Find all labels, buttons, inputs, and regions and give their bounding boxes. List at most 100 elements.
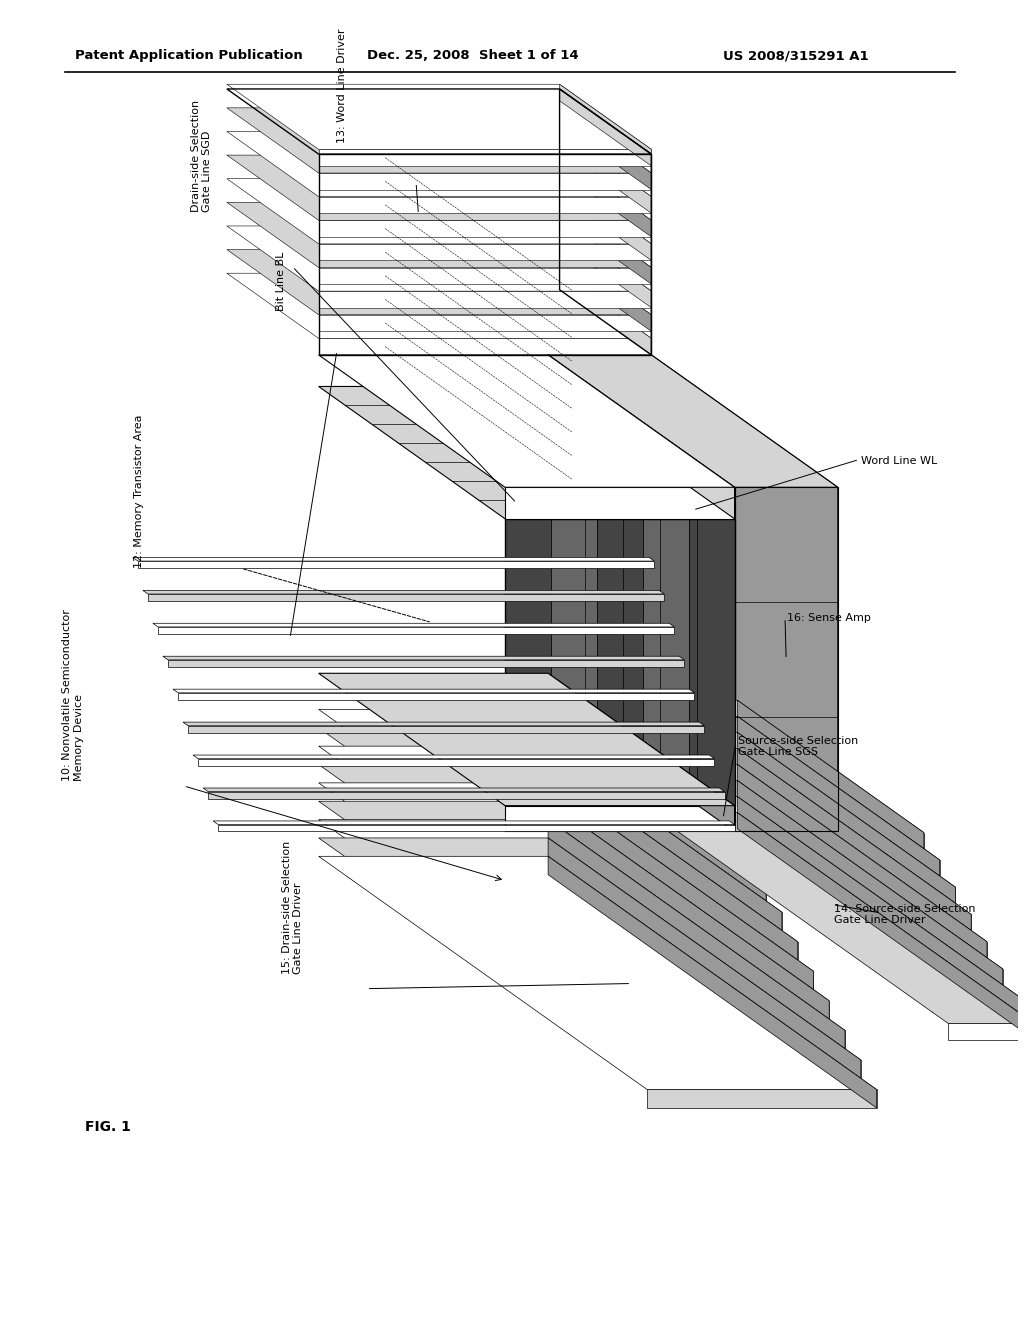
Polygon shape (933, 997, 1019, 1012)
Polygon shape (193, 755, 715, 759)
Text: 16: Sense Amp: 16: Sense Amp (787, 612, 870, 623)
Polygon shape (318, 387, 734, 519)
Polygon shape (318, 173, 651, 190)
Polygon shape (199, 759, 715, 766)
Polygon shape (737, 797, 1019, 1012)
Polygon shape (218, 825, 734, 832)
Polygon shape (548, 727, 766, 902)
Polygon shape (737, 733, 955, 903)
Text: Dec. 25, 2008  Sheet 1 of 14: Dec. 25, 2008 Sheet 1 of 14 (367, 49, 579, 62)
Polygon shape (548, 746, 782, 931)
Polygon shape (227, 132, 651, 197)
Text: 14: Source-side Selection
Gate Line Driver: 14: Source-side Selection Gate Line Driv… (835, 904, 976, 925)
Polygon shape (885, 915, 971, 931)
Polygon shape (737, 717, 940, 876)
Polygon shape (559, 226, 651, 308)
Polygon shape (227, 249, 651, 314)
Polygon shape (318, 727, 766, 883)
Polygon shape (318, 338, 651, 355)
Polygon shape (548, 764, 798, 960)
Polygon shape (548, 355, 838, 487)
Polygon shape (318, 355, 734, 487)
Polygon shape (548, 387, 734, 805)
Polygon shape (651, 733, 955, 887)
Polygon shape (651, 813, 1024, 1023)
Polygon shape (548, 387, 734, 805)
Text: 15: Drain-side Selection
Gate Line Driver: 15: Drain-side Selection Gate Line Drive… (282, 841, 303, 974)
Polygon shape (318, 709, 751, 853)
Polygon shape (548, 801, 829, 1019)
Polygon shape (643, 519, 689, 805)
Polygon shape (318, 268, 651, 284)
Polygon shape (318, 244, 651, 260)
Polygon shape (318, 197, 651, 213)
Polygon shape (559, 249, 651, 331)
Polygon shape (188, 726, 705, 733)
Polygon shape (869, 887, 955, 903)
Polygon shape (559, 132, 651, 213)
Polygon shape (183, 722, 705, 726)
Polygon shape (548, 387, 734, 805)
Polygon shape (142, 590, 665, 594)
Polygon shape (647, 1089, 877, 1107)
Polygon shape (559, 273, 651, 355)
Polygon shape (854, 859, 940, 876)
Polygon shape (559, 84, 651, 166)
Polygon shape (153, 623, 675, 627)
Text: US 2008/315291 A1: US 2008/315291 A1 (723, 49, 868, 62)
Polygon shape (548, 783, 813, 990)
Polygon shape (208, 792, 725, 799)
Polygon shape (551, 519, 597, 805)
Polygon shape (318, 673, 734, 805)
Polygon shape (318, 149, 651, 166)
Polygon shape (318, 292, 651, 308)
Polygon shape (537, 883, 766, 902)
Polygon shape (133, 557, 654, 561)
Polygon shape (227, 202, 651, 268)
Polygon shape (737, 780, 1002, 985)
Polygon shape (227, 154, 651, 220)
Polygon shape (737, 813, 1024, 1040)
Polygon shape (651, 701, 924, 833)
Polygon shape (548, 838, 861, 1078)
Polygon shape (505, 487, 734, 519)
Polygon shape (651, 780, 1002, 969)
Polygon shape (559, 178, 651, 260)
Polygon shape (737, 701, 924, 849)
Text: 10: Nonvolatile Semiconductor
Memory Device: 10: Nonvolatile Semiconductor Memory Dev… (62, 609, 84, 781)
Polygon shape (548, 387, 734, 805)
Polygon shape (689, 519, 734, 805)
Polygon shape (158, 627, 675, 634)
Text: Source-side Selection
Gate Line SGS: Source-side Selection Gate Line SGS (737, 735, 858, 758)
Text: Word Line WL: Word Line WL (861, 457, 937, 466)
Polygon shape (318, 764, 798, 941)
Polygon shape (318, 746, 782, 912)
Polygon shape (651, 797, 1019, 997)
Polygon shape (168, 660, 684, 667)
Polygon shape (552, 912, 782, 931)
Polygon shape (147, 594, 665, 601)
Polygon shape (651, 764, 987, 941)
Polygon shape (615, 1031, 845, 1048)
Polygon shape (227, 273, 651, 338)
Polygon shape (548, 820, 845, 1048)
Polygon shape (318, 783, 813, 972)
Text: 13: Word Line Driver: 13: Word Line Driver (337, 29, 347, 143)
Polygon shape (318, 801, 829, 1001)
Polygon shape (769, 487, 786, 832)
Polygon shape (318, 838, 861, 1060)
Polygon shape (916, 969, 1002, 985)
Polygon shape (548, 387, 734, 805)
Text: Drain-side Selection
Gate Line SGD: Drain-side Selection Gate Line SGD (190, 100, 212, 213)
Polygon shape (227, 108, 651, 173)
Polygon shape (548, 857, 877, 1107)
Polygon shape (734, 487, 752, 832)
Polygon shape (163, 656, 684, 660)
Polygon shape (227, 226, 651, 292)
Polygon shape (203, 788, 725, 792)
Polygon shape (737, 764, 987, 958)
Polygon shape (318, 220, 651, 236)
Polygon shape (227, 178, 651, 244)
Polygon shape (752, 487, 769, 832)
Text: Bit Line BL: Bit Line BL (275, 252, 286, 312)
